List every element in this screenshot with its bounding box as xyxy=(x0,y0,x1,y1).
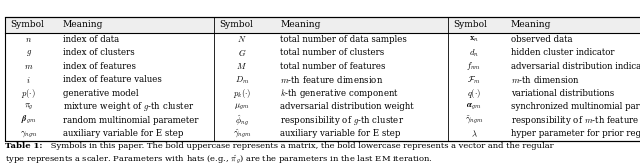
Text: Symbol: Symbol xyxy=(453,20,487,29)
Text: auxiliary variable for E step: auxiliary variable for E step xyxy=(63,130,183,138)
Text: $D_m$: $D_m$ xyxy=(235,74,249,86)
Text: $p_k(\cdot)$: $p_k(\cdot)$ xyxy=(232,87,251,100)
Text: Symbols in this paper. The bold uppercase represents a matrix, the bold lowercas: Symbols in this paper. The bold uppercas… xyxy=(48,142,554,149)
Text: total number of features: total number of features xyxy=(280,62,386,71)
Text: $\mu_{gm}$: $\mu_{gm}$ xyxy=(234,102,250,112)
Text: total number of data samples: total number of data samples xyxy=(280,35,407,44)
Text: index of clusters: index of clusters xyxy=(63,48,134,57)
Text: index of feature values: index of feature values xyxy=(63,75,161,84)
Text: adversarial distribution indicator: adversarial distribution indicator xyxy=(511,62,640,71)
Text: $\pi_g$: $\pi_g$ xyxy=(24,102,33,112)
Text: $m$-th dimension: $m$-th dimension xyxy=(511,74,580,85)
Text: Symbol: Symbol xyxy=(220,20,253,29)
Text: $f_{nm}$: $f_{nm}$ xyxy=(467,60,481,72)
Text: Table 1:: Table 1: xyxy=(5,142,43,149)
Text: observed data: observed data xyxy=(511,35,572,44)
Text: $\hat{\gamma}_{ngm}$: $\hat{\gamma}_{ngm}$ xyxy=(232,128,251,140)
Text: $N$: $N$ xyxy=(237,34,246,44)
Text: synchronized multinomial parameter: synchronized multinomial parameter xyxy=(511,102,640,111)
Text: $g$: $g$ xyxy=(26,48,32,58)
Text: $k$-th generative component: $k$-th generative component xyxy=(280,87,399,100)
Text: generative model: generative model xyxy=(63,89,138,98)
Text: $\mathcal{F}_m$: $\mathcal{F}_m$ xyxy=(467,74,481,86)
Text: Meaning: Meaning xyxy=(63,20,103,29)
Text: $G$: $G$ xyxy=(237,47,246,58)
Text: Symbol: Symbol xyxy=(10,20,44,29)
Text: index of data: index of data xyxy=(63,35,119,44)
Text: variational distributions: variational distributions xyxy=(511,89,614,98)
Text: $n$: $n$ xyxy=(25,35,32,44)
Text: auxiliary variable for E step: auxiliary variable for E step xyxy=(280,130,401,138)
Text: Meaning: Meaning xyxy=(280,20,321,29)
Text: $i$: $i$ xyxy=(26,75,31,85)
Text: type represents a scaler. Parameters with hats (e.g., $\hat{\pi}_g$) are the par: type represents a scaler. Parameters wit… xyxy=(5,153,433,165)
Text: $\lambda$: $\lambda$ xyxy=(470,129,477,139)
Text: $\mathbf{x}_n$: $\mathbf{x}_n$ xyxy=(468,34,479,44)
Text: $\gamma_{ngm}$: $\gamma_{ngm}$ xyxy=(20,129,38,139)
Text: $\boldsymbol{\alpha}_{gm}$: $\boldsymbol{\alpha}_{gm}$ xyxy=(466,102,482,112)
Text: responsibility of $g$-th cluster: responsibility of $g$-th cluster xyxy=(280,114,404,127)
Text: adversarial distribution weight: adversarial distribution weight xyxy=(280,102,414,111)
Text: random multinomial parameter: random multinomial parameter xyxy=(63,116,198,125)
Text: $m$: $m$ xyxy=(24,62,33,71)
FancyBboxPatch shape xyxy=(5,17,640,33)
Text: hyper parameter for prior regularization: hyper parameter for prior regularization xyxy=(511,130,640,138)
Text: $p(\cdot)$: $p(\cdot)$ xyxy=(21,87,36,100)
Text: mixture weight of $g$-th cluster: mixture weight of $g$-th cluster xyxy=(63,100,194,113)
Text: hidden cluster indicator: hidden cluster indicator xyxy=(511,48,614,57)
Text: $q(\cdot)$: $q(\cdot)$ xyxy=(467,87,481,100)
Text: $d_n$: $d_n$ xyxy=(469,47,479,59)
Text: responsibility of $m$-th feature: responsibility of $m$-th feature xyxy=(511,114,639,127)
Text: $\hat{\phi}_{ng}$: $\hat{\phi}_{ng}$ xyxy=(235,113,249,128)
Text: $M$: $M$ xyxy=(236,61,247,71)
Text: $\boldsymbol{\beta}_{gm}$: $\boldsymbol{\beta}_{gm}$ xyxy=(21,114,36,127)
Text: Meaning: Meaning xyxy=(511,20,551,29)
Text: $\tilde{\gamma}_{ngm}$: $\tilde{\gamma}_{ngm}$ xyxy=(465,115,483,126)
Text: index of features: index of features xyxy=(63,62,136,71)
Text: $m$-th feature dimension: $m$-th feature dimension xyxy=(280,74,383,85)
Text: total number of clusters: total number of clusters xyxy=(280,48,385,57)
